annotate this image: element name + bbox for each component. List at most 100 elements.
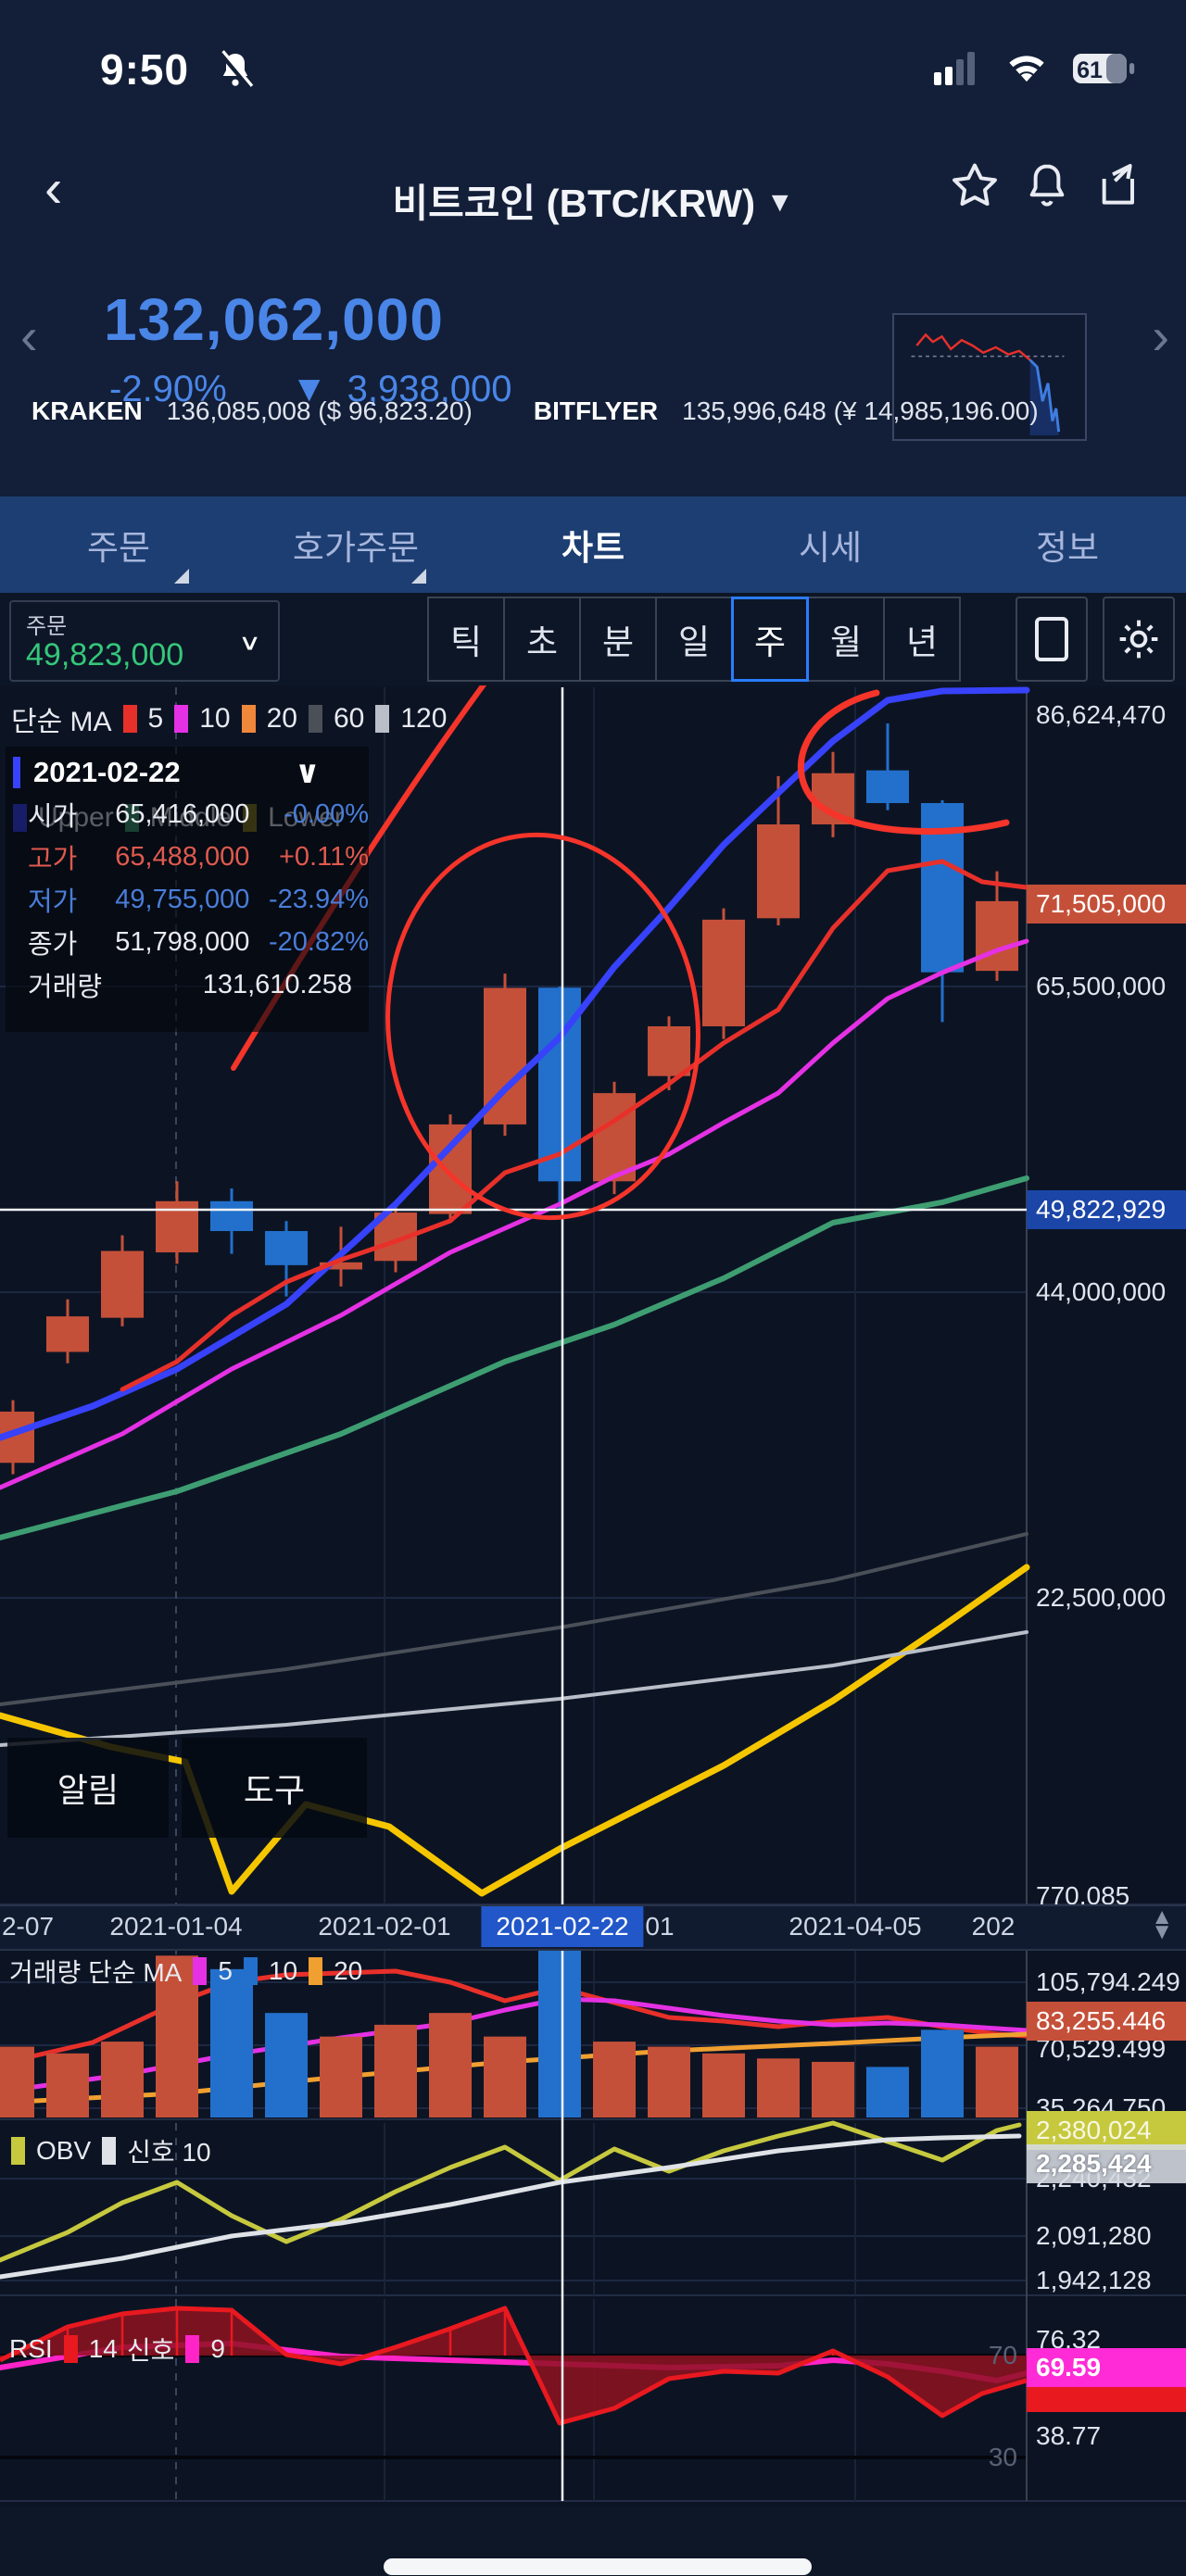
interval-button-년[interactable]: 년	[883, 597, 961, 682]
interval-button-초[interactable]: 초	[503, 597, 581, 682]
wifi-icon	[1003, 50, 1051, 87]
volume-ma-legend: 거래량 단순 MA 5 10 20	[9, 1953, 362, 1990]
candle-body	[210, 1200, 253, 1232]
y-axis-label: 22,500,000	[1036, 1583, 1167, 1612]
share-icon[interactable]	[1093, 159, 1145, 211]
interval-button-주[interactable]: 주	[731, 597, 809, 682]
interval-button-틱[interactable]: 틱	[427, 597, 505, 682]
y-axis-level-label: 30	[988, 2443, 1017, 2471]
rsi-fill	[0, 2308, 1027, 2423]
legend-label: 5	[218, 1956, 233, 1985]
notification-bell-icon[interactable]	[1021, 159, 1073, 211]
volume-bar	[921, 2029, 964, 2117]
exchange-name: KRAKEN	[32, 396, 143, 425]
ma5	[120, 859, 1029, 1392]
battery-icon: 61	[1071, 50, 1138, 87]
battery-percent: 61	[1077, 57, 1103, 83]
mini-sparkline	[892, 313, 1087, 441]
legend-label: 10	[199, 703, 231, 734]
volume-bar	[265, 2013, 308, 2117]
ma120	[0, 1630, 1028, 1747]
exchange-compare-row: KRAKEN 136,085,008 ($ 96,823.20) BITFLYE…	[32, 396, 1162, 426]
drawing-stroke	[798, 689, 1010, 836]
order-label: 주문	[26, 614, 68, 639]
change-amount: 3,938,000	[347, 369, 512, 409]
candle-body	[702, 919, 745, 1026]
order-price-dropdown[interactable]: 주문 49,823,000 ∨	[9, 600, 280, 682]
volume-bar	[429, 2013, 472, 2117]
time-axis[interactable]: 2-07 2021-01-04 2021-02-01 01 2021-04-05 202 2…	[0, 1904, 1186, 1951]
y-axis-label: 38.77	[1036, 2421, 1102, 2450]
x-axis-label: 2-07	[1, 1912, 55, 1941]
volume-bar	[593, 2042, 636, 2117]
ohlc-tooltip: 2021-02-22 시가 65,416,000 -0.00% 고가 65,488,00…	[6, 747, 369, 1032]
legend-swatch	[241, 705, 256, 733]
y-axis-price-badge: 69.59	[1027, 2348, 1186, 2387]
interval-button-월[interactable]: 월	[807, 597, 885, 682]
legend-swatch	[11, 2137, 25, 2165]
chart-style-button[interactable]	[1016, 597, 1088, 682]
axis-scale-icon[interactable]: ▲ ▼	[1151, 1904, 1173, 1944]
chevron-down-icon: ∨	[238, 630, 261, 656]
interval-button-일[interactable]: 일	[655, 597, 733, 682]
tooltip-row: 종가 51,798,000 -20.82%	[28, 926, 369, 961]
home-indicator[interactable]	[384, 2558, 812, 2575]
tab-quotes[interactable]: 시세	[798, 529, 863, 567]
back-button[interactable]: ‹	[44, 158, 63, 219]
legend-label: 5	[147, 703, 164, 734]
legend-label: OBV	[36, 2136, 92, 2165]
exchange-name: BITFLYER	[533, 396, 659, 425]
tooltip-row: 저가 49,755,000 -23.94%	[28, 884, 369, 918]
price-axis[interactable]: 86,624,470 65,500,000 44,000,000 22,500,000…	[989, 685, 1186, 2507]
volume-bar	[702, 2053, 745, 2117]
ma60	[0, 1532, 1028, 1706]
volume-bar	[156, 1955, 198, 2117]
tab-orderbook[interactable]: 호가주문	[237, 496, 474, 593]
tooltip-row: 고가 65,488,000 +0.11%	[28, 841, 369, 875]
settings-gear-button[interactable]	[1103, 597, 1175, 682]
legend-swatch	[193, 1957, 208, 1985]
legend-swatch	[375, 705, 390, 733]
volume-bar	[320, 2036, 362, 2117]
tab-chart[interactable]: 차트	[561, 529, 625, 567]
volume-bar	[484, 2036, 526, 2117]
mute-bell-icon	[218, 49, 254, 90]
volume-bar	[812, 2061, 854, 2117]
candle-body	[429, 1124, 472, 1214]
tools-button[interactable]: 도구	[182, 1738, 367, 1838]
legend-label: 60	[333, 703, 365, 734]
rsi-line	[0, 2306, 1028, 2426]
alert-button[interactable]: 알림	[7, 1738, 169, 1838]
next-symbol-arrow[interactable]: ›	[1152, 307, 1169, 365]
tab-order[interactable]: 주문	[0, 496, 237, 593]
exchange-price: 136,085,008 ($ 96,823.20)	[166, 396, 473, 425]
volume-bar	[757, 2058, 800, 2117]
y-axis-label: 2,091,280	[1036, 2221, 1152, 2250]
y-axis-level-label: 70	[988, 2341, 1017, 2369]
y-axis-price-badge: 71,505,000	[1027, 885, 1186, 924]
tooltip-volume-row: 거래량 131,610.258	[28, 969, 352, 1003]
tooltip-date-row: 2021-02-22	[6, 752, 369, 793]
tab-info[interactable]: 정보	[1035, 529, 1100, 567]
volume-bar	[210, 1968, 253, 2117]
obv-legend: OBV 신호 10	[9, 2132, 211, 2169]
tab-corner-mark	[411, 569, 426, 584]
legend-swatch	[174, 705, 189, 733]
prev-symbol-arrow[interactable]: ‹	[20, 307, 38, 365]
chevron-down-icon[interactable]: ∨	[295, 755, 321, 790]
legend-swatch	[309, 1957, 323, 1985]
interval-button-분[interactable]: 분	[579, 597, 657, 682]
volume-bar	[0, 2046, 34, 2117]
candle-body	[101, 1250, 144, 1318]
ma-legend: 단순 MA 5 10 20 60 120	[11, 698, 447, 739]
candle-body	[757, 824, 800, 919]
page-title[interactable]: 비트코인 (BTC/KRW) ▼	[0, 172, 1186, 229]
y-axis-price-badge: 2,380,024	[1027, 2111, 1186, 2150]
x-axis-label: 01	[645, 1912, 675, 1941]
favorite-star-icon[interactable]	[949, 159, 1001, 211]
tab-corner-mark	[174, 569, 189, 584]
top-zone: 9:50	[0, 0, 1186, 496]
